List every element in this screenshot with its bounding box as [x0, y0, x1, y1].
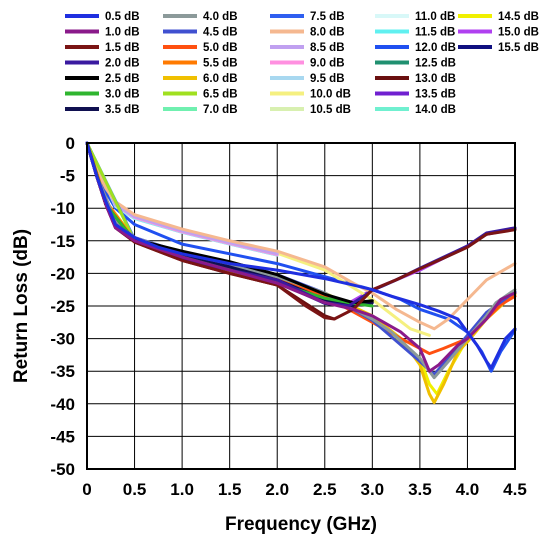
legend-label: 1.5 dB	[105, 42, 140, 54]
legend-label: 6.5 dB	[203, 89, 238, 101]
legend-item: 14.5 dB	[458, 11, 539, 23]
x-tick-label: 4.0	[456, 480, 480, 499]
legend-item: 9.0 dB	[270, 58, 345, 70]
legend-item: 10.0 dB	[270, 89, 351, 101]
legend-item: 8.0 dB	[270, 27, 345, 39]
y-tick-label: -30	[50, 330, 75, 349]
legend-item: 9.5 dB	[270, 73, 345, 85]
x-axis-title: Frequency (GHz)	[225, 514, 377, 535]
x-tick-label: 1.0	[170, 480, 194, 499]
legend-item: 11.0 dB	[375, 11, 455, 23]
series-line	[85, 141, 517, 373]
legend-item: 7.0 dB	[163, 104, 238, 116]
legend-label: 2.5 dB	[105, 73, 140, 85]
y-tick-label: -5	[60, 167, 75, 186]
x-tick-label: 4.5	[503, 480, 527, 499]
legend-label: 3.5 dB	[105, 104, 140, 116]
y-tick-label: -10	[50, 199, 75, 218]
legend-label: 7.5 dB	[310, 11, 345, 23]
legend-label: 4.5 dB	[203, 27, 238, 39]
legend-label: 11.0 dB	[415, 11, 455, 23]
x-tick-label: 3.5	[408, 480, 432, 499]
legend-item: 8.5 dB	[270, 42, 345, 54]
legend-label: 11.5 dB	[415, 27, 455, 39]
legend-item: 12.5 dB	[375, 58, 456, 70]
legend-item: 3.5 dB	[65, 104, 140, 116]
legend-item: 3.0 dB	[65, 89, 140, 101]
legend-item: 1.5 dB	[65, 42, 140, 54]
legend-item: 13.5 dB	[375, 89, 456, 101]
series-line	[85, 141, 517, 404]
legend-item: 4.0 dB	[163, 11, 238, 23]
legend-label: 8.5 dB	[310, 42, 345, 54]
x-tick-label: 2.5	[313, 480, 337, 499]
legend: 0.5 dB 1.0 dB 1.5 dB 2.0 dB 2.5 dB 3.0 dB 3.5 …	[65, 11, 539, 116]
legend-item: 7.5 dB	[270, 11, 345, 23]
x-axis-ticks: 0 0.5 1.0 1.5 2.0 2.5 3.0 3.5 4.0 4.5	[82, 480, 527, 499]
legend-item: 0.5 dB	[65, 11, 140, 23]
legend-label: 14.5 dB	[498, 11, 539, 23]
legend-item: 11.5 dB	[375, 27, 455, 39]
legend-item: 15.5 dB	[458, 42, 539, 54]
legend-item: 1.0 dB	[65, 27, 140, 39]
series-line	[85, 141, 517, 370]
x-tick-label: 0.5	[123, 480, 147, 499]
series-line	[85, 141, 517, 373]
legend-item: 5.0 dB	[163, 42, 238, 54]
legend-label: 3.0 dB	[105, 89, 140, 101]
y-tick-label: 0	[66, 134, 75, 153]
legend-label: 0.5 dB	[105, 11, 140, 23]
legend-label: 1.0 dB	[105, 27, 140, 39]
legend-item: 2.0 dB	[65, 58, 140, 70]
legend-item: 12.0 dB	[375, 42, 456, 54]
legend-item: 10.5 dB	[270, 104, 351, 116]
legend-item: 14.0 dB	[375, 104, 456, 116]
legend-label: 5.5 dB	[203, 58, 238, 70]
x-tick-label: 3.0	[361, 480, 385, 499]
legend-label: 14.0 dB	[415, 104, 456, 116]
legend-label: 6.0 dB	[203, 73, 238, 85]
legend-label: 7.0 dB	[203, 104, 238, 116]
legend-label: 5.0 dB	[203, 42, 238, 54]
legend-label: 9.0 dB	[310, 58, 345, 70]
legend-label: 4.0 dB	[203, 11, 238, 23]
legend-label: 12.0 dB	[415, 42, 456, 54]
grid	[87, 143, 515, 469]
x-tick-label: 0	[82, 480, 91, 499]
legend-label: 13.0 dB	[415, 73, 456, 85]
legend-label: 10.0 dB	[310, 89, 351, 101]
y-tick-label: -20	[50, 264, 75, 283]
y-tick-label: -45	[50, 427, 75, 446]
legend-item: 6.0 dB	[163, 73, 238, 85]
legend-label: 13.5 dB	[415, 89, 456, 101]
legend-item: 5.5 dB	[163, 58, 238, 70]
legend-item: 2.5 dB	[65, 73, 140, 85]
legend-label: 12.5 dB	[415, 58, 456, 70]
x-tick-label: 1.5	[218, 480, 242, 499]
y-axis-title: Return Loss (dB)	[11, 229, 32, 383]
legend-label: 9.5 dB	[310, 73, 345, 85]
legend-label: 15.0 dB	[498, 27, 539, 39]
series-group	[85, 141, 517, 404]
plot-frame	[86, 142, 516, 470]
x-tick-label: 2.0	[265, 480, 289, 499]
y-tick-label: -35	[50, 362, 75, 381]
y-axis-ticks: 0 -5 -10 -15 -20 -25 -30 -35 -40 -45 -50	[50, 134, 75, 479]
legend-label: 15.5 dB	[498, 42, 539, 54]
legend-item: 13.0 dB	[375, 73, 456, 85]
legend-item: 4.5 dB	[163, 27, 238, 39]
legend-label: 10.5 dB	[310, 104, 351, 116]
y-tick-label: -40	[50, 395, 75, 414]
legend-item: 6.5 dB	[163, 89, 238, 101]
y-tick-label: -15	[50, 232, 75, 251]
legend-label: 8.0 dB	[310, 27, 345, 39]
legend-item: 15.0 dB	[458, 27, 539, 39]
y-tick-label: -25	[50, 297, 75, 316]
legend-label: 2.0 dB	[105, 58, 140, 70]
y-tick-label: -50	[50, 460, 75, 479]
